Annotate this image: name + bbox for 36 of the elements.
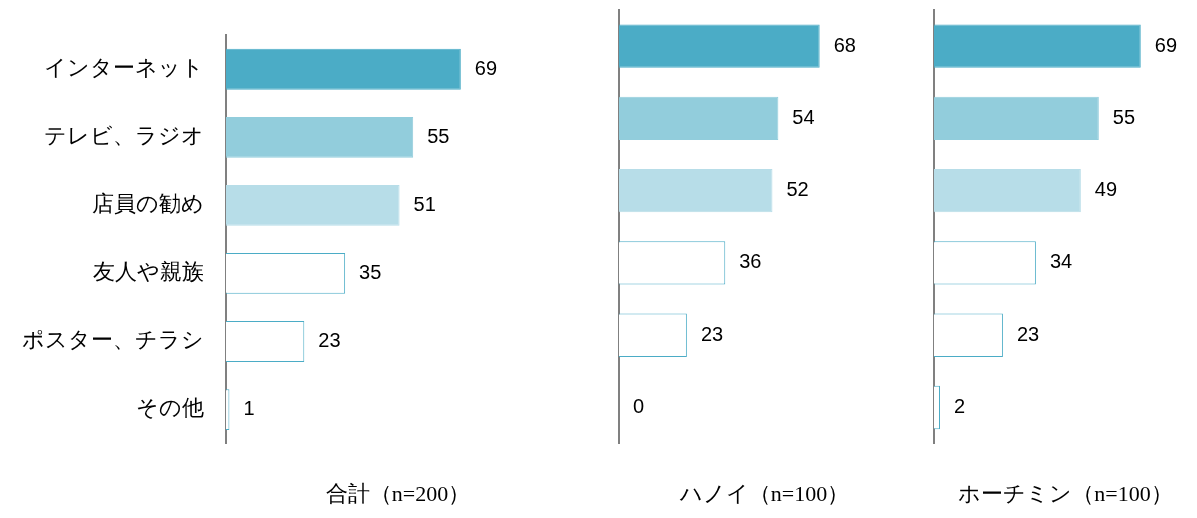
y-tick-label: その他: [136, 395, 204, 421]
bar: [934, 24, 1141, 68]
bar: [226, 116, 414, 158]
x-axis-title: ハノイ（n=100）: [678, 480, 850, 506]
data-label: 55: [1112, 105, 1136, 128]
data-label: 36: [739, 250, 762, 273]
bar: [619, 96, 779, 141]
data-label: 54: [792, 105, 815, 128]
data-label: 49: [1094, 178, 1118, 201]
data-label: 34: [1049, 250, 1073, 273]
bar: [934, 168, 1081, 213]
y-tick-label: 友人や親族: [93, 259, 204, 285]
data-label: 69: [474, 56, 498, 79]
data-label: 69: [1154, 33, 1178, 56]
data-label: 23: [318, 329, 341, 352]
data-label: 1: [243, 397, 255, 420]
y-tick-label: インターネット: [44, 55, 204, 81]
x-axis-title: ホーチミン（n=100）: [958, 480, 1173, 506]
data-label: 51: [413, 192, 436, 215]
data-label: 35: [359, 260, 382, 283]
data-label: 68: [833, 33, 856, 56]
bar: [619, 24, 820, 68]
bar: [226, 184, 400, 226]
data-label: 23: [1016, 322, 1040, 345]
bar: [934, 96, 1099, 141]
data-label: 2: [953, 394, 966, 417]
x-axis-title: 合計（n=200）: [325, 480, 471, 506]
bar: [226, 48, 461, 90]
bar: [619, 168, 773, 213]
y-tick-label: 店員の勧め: [92, 191, 204, 217]
data-label: 23: [700, 322, 724, 345]
y-tick-label: ポスター、チラシ: [22, 327, 204, 353]
y-tick-label: テレビ、ラジオ: [44, 123, 204, 149]
data-label: 52: [786, 178, 809, 201]
data-label: 0: [633, 394, 645, 417]
data-label: 55: [427, 124, 450, 147]
